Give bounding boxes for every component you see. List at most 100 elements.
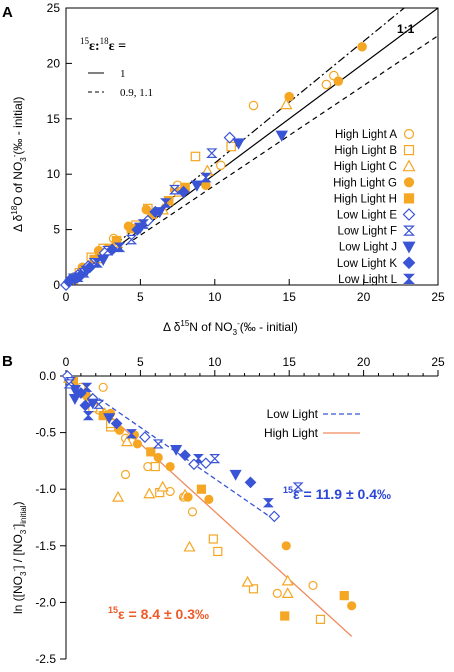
legend-entry-marker [403, 225, 415, 236]
legend-entry-marker [403, 273, 415, 284]
data-point [226, 141, 236, 152]
x-tick-label: 0 [63, 290, 70, 304]
x-tick-label: 5 [137, 355, 144, 369]
y-tick-label: 10 [47, 167, 61, 181]
data-point [82, 411, 94, 421]
low-light-fit-label: 15ε = 11.9 ± 0.4‰ [283, 485, 391, 502]
panel-b-label: B [2, 353, 13, 370]
ref-line-label: 1:1 [397, 22, 415, 36]
ref-line-dashdot [65, 7, 405, 286]
data-point [268, 510, 281, 523]
data-point [146, 447, 156, 457]
ratio-legend-solid-label: 1 [120, 68, 126, 80]
data-point [83, 261, 96, 274]
data-point [152, 439, 164, 449]
legend-entry-label: Low Light L [338, 274, 397, 286]
data-point [281, 587, 294, 598]
panel-b-y-axis-label: ln ([NO3-] / [NO3-]initial) [10, 501, 28, 614]
data-point [139, 431, 151, 443]
panel-a-series-legend: High Light A High Light B High Light C High… [333, 128, 416, 286]
ratio-legend-dashed-label: 0.9, 1.1 [120, 87, 153, 99]
y-tick-label: 20 [47, 56, 61, 70]
x-tick-label: 10 [208, 355, 222, 369]
y-tick-label: -2.0 [35, 595, 56, 609]
data-point [333, 76, 344, 86]
data-point [86, 398, 99, 410]
panel-b-points [61, 370, 357, 624]
data-point [208, 534, 218, 544]
legend-low-light-label: Low Light [267, 407, 319, 421]
data-point [150, 461, 160, 472]
panel-b-y-ticks: 0.0 -0.5 -1.0 -1.5 -2.0 -2.5 [35, 369, 66, 666]
data-point [347, 601, 357, 611]
data-point [168, 184, 181, 195]
panel-a-y-axis-label: Δ δ18O of NO3-(‰ - initial) [10, 97, 28, 232]
data-point [201, 180, 211, 191]
y-tick-label: 0 [53, 278, 60, 292]
legend-entry-marker [402, 241, 416, 254]
data-point [281, 541, 291, 551]
legend-entry-marker [403, 193, 415, 204]
panel-a-plot-frame [65, 7, 439, 286]
legend-entry-label: Low Light E [337, 210, 397, 222]
panel-b: B 0 5 10 15 20 25 0.0 -0.5 -1.0 -1.5 -2.0 -2.5 Low… [2, 353, 445, 666]
legend-entry-marker [402, 256, 416, 270]
data-point [113, 242, 126, 253]
x-tick-label: 15 [283, 355, 297, 369]
panel-a-points [59, 41, 367, 292]
y-tick-label: -1.5 [35, 539, 56, 553]
ratio-legend-title: 15ε:18ε = [80, 36, 126, 54]
data-point [143, 461, 153, 472]
data-point [79, 399, 92, 412]
y-tick-label: 0.0 [39, 369, 56, 383]
data-point [143, 487, 156, 499]
data-point [281, 574, 294, 586]
data-point [206, 148, 218, 158]
panel-a-x-axis-label: Δ δ15N of NO3-(‰ - initial) [163, 319, 298, 337]
data-point [62, 275, 76, 288]
legend-entry-label: High Light G [333, 177, 397, 189]
data-point [106, 243, 119, 256]
panel-a-y-ticks: 0 5 10 15 20 25 [47, 1, 72, 292]
legend-entry-label: Low Light F [338, 226, 397, 238]
legend-entry-marker [403, 177, 415, 188]
data-point [112, 490, 125, 502]
legend-entry-label: High Light C [334, 161, 397, 173]
data-point [93, 399, 105, 409]
legend-entry-label: High Light A [335, 129, 397, 141]
legend-entry-marker [403, 128, 415, 140]
data-point [187, 507, 198, 517]
data-point [272, 588, 282, 598]
data-point [72, 272, 84, 283]
legend-entry-label: High Light H [334, 193, 397, 205]
data-point [190, 180, 204, 192]
data-point [98, 382, 108, 392]
legend-entry-marker [403, 145, 415, 156]
legend-entry-label: High Light B [334, 145, 397, 157]
data-point [110, 417, 123, 430]
data-point [215, 160, 226, 171]
data-point [204, 494, 214, 504]
data-point [120, 469, 131, 480]
data-point [170, 444, 183, 456]
data-point [91, 258, 103, 268]
data-point [160, 198, 172, 208]
data-point [229, 469, 242, 481]
ref-line-solid [65, 7, 439, 286]
x-tick-label: 0 [63, 355, 70, 369]
panel-b-top-x-ticks: 0 5 10 15 20 25 [63, 355, 445, 376]
data-point [308, 580, 318, 591]
legend-entry-label: Low Light J [339, 242, 397, 254]
data-point [183, 540, 196, 552]
data-point [141, 214, 154, 227]
high-light-fit-label: 15ε = 8.4 ± 0.3‰ [108, 605, 209, 622]
y-tick-label: -2.5 [35, 652, 56, 666]
data-point [244, 476, 257, 489]
legend-high-light-label: High Light [264, 426, 319, 440]
data-point [179, 449, 191, 462]
data-point [200, 457, 212, 470]
data-point [248, 100, 259, 111]
data-point [126, 429, 137, 439]
data-point [315, 614, 326, 624]
data-point [209, 454, 221, 464]
